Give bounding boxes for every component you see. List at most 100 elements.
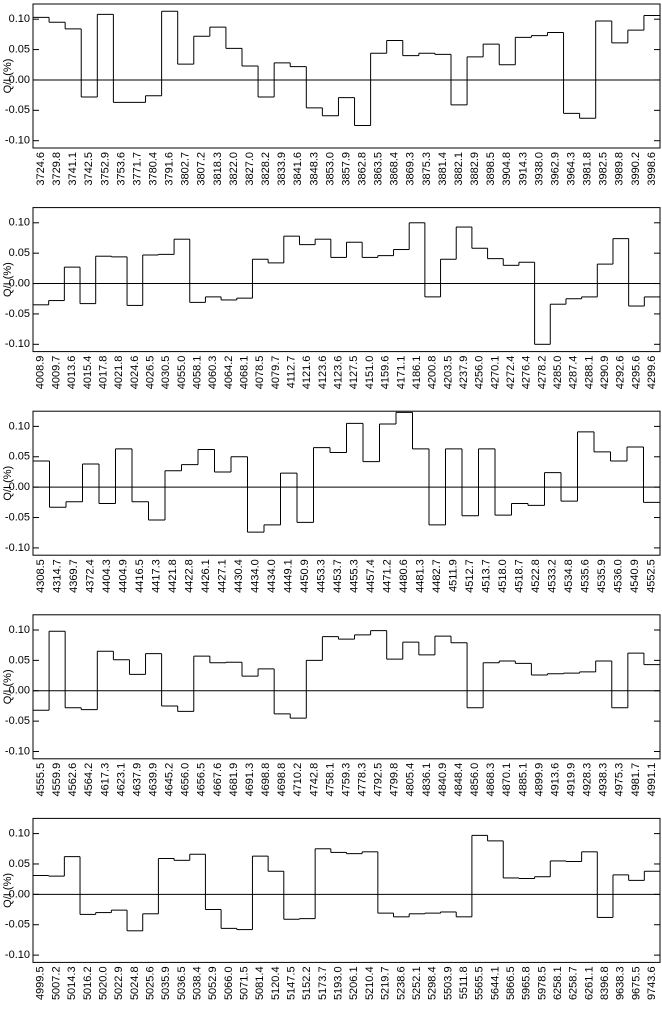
x-tick-label: 4522.8 (530, 559, 542, 593)
x-tick-label: 4870.1 (501, 763, 513, 797)
x-tick-label: 4656.0 (180, 763, 192, 797)
x-tick-label: 4639.9 (147, 763, 159, 797)
x-tick-label: 5503.9 (442, 966, 454, 1000)
x-tick-label: 4511.9 (448, 559, 460, 592)
x-tick-label: 3818.3 (212, 152, 224, 186)
y-axis-label: Q/I (%) (2, 669, 14, 704)
x-tick-label: 5173.7 (317, 966, 329, 1000)
x-tick-label: 3827.0 (244, 152, 256, 186)
x-tick-label: 4868.3 (485, 763, 497, 797)
x-tick-label: 4899.9 (533, 763, 545, 797)
x-tick-label: 3882.9 (469, 152, 481, 186)
x-tick-label: 5035.9 (160, 966, 172, 1000)
x-tick-label: 3780.4 (147, 152, 159, 186)
x-tick-label: 5024.8 (129, 966, 141, 1000)
x-tick-label: 3822.0 (228, 152, 240, 186)
x-tick-label: 4434.0 (250, 559, 262, 593)
x-tick-label: 4290.9 (599, 356, 611, 390)
x-tick-label: 4123.6 (317, 356, 329, 390)
x-tick-label: 4540.9 (629, 559, 641, 593)
plot-frame (32, 614, 661, 760)
y-tick-label: 0.10 (9, 13, 30, 25)
y-tick-label: -0.10 (5, 338, 30, 350)
x-tick-label: 3853.0 (324, 152, 336, 186)
x-tick-label: 5152.2 (301, 966, 313, 1000)
x-tick-label: 4064.2 (223, 356, 235, 390)
x-tick-label: 4434.0 (266, 559, 278, 593)
x-tick-label: 4416.5 (134, 559, 146, 593)
plot-frame (32, 207, 661, 353)
x-tick-label: 4698.8 (260, 763, 272, 797)
x-tick-label: 4453.7 (332, 559, 344, 593)
x-tick-label: 3729.8 (51, 152, 63, 186)
x-tick-label: 4270.1 (489, 356, 501, 390)
y-tick-label: 0.10 (9, 217, 30, 229)
y-tick-label: 0.05 (9, 247, 30, 259)
x-tick-label: 4013.6 (66, 356, 78, 390)
y-axis-label: Q/I (%) (2, 873, 14, 908)
x-tick-label: 4186.1 (411, 356, 423, 390)
x-tick-label: 3791.6 (164, 152, 176, 186)
x-tick-label: 4272.4 (505, 356, 517, 390)
x-tick-label: 4471.2 (382, 559, 394, 593)
y-axis-label: Q/I (%) (2, 59, 14, 94)
panel: -0.10 -0.05 0.00 0.05 0.10 4308.5 4314.7 4369.7… (2, 410, 661, 593)
x-tick-label: 4009.7 (50, 356, 62, 390)
x-tick-label: 4759.3 (340, 763, 352, 797)
x-tick-label: 9743.6 (646, 966, 658, 1000)
x-tick-label: 4535.9 (596, 559, 608, 593)
x-tick-label: 5147.5 (286, 966, 298, 1000)
x-tick-label: 4513.7 (481, 559, 493, 593)
x-tick-label: 4287.4 (568, 356, 580, 390)
x-tick-label: 4778.3 (356, 763, 368, 797)
x-tick-label: 4171.1 (395, 356, 407, 390)
x-tick-label: 4123.6 (333, 356, 345, 390)
x-tick-label: 4285.0 (552, 356, 564, 390)
x-tick-label: 3982.5 (598, 152, 610, 186)
x-tick-label: 4555.5 (35, 763, 47, 797)
x-tick-label: 5036.5 (176, 966, 188, 1000)
x-tick-label: 4981.7 (630, 763, 642, 797)
x-tick-label: 4427.1 (217, 559, 229, 593)
x-tick-label: 4121.6 (301, 356, 313, 390)
x-tick-label: 4021.8 (113, 356, 125, 390)
x-tick-label: 5066.0 (223, 966, 235, 1000)
x-tick-label: 4792.5 (373, 763, 385, 797)
x-tick-label: 4856.0 (469, 763, 481, 797)
x-tick-label: 4372.4 (85, 559, 97, 593)
y-tick-label: -0.10 (5, 135, 30, 147)
x-tick-label: 3869.3 (405, 152, 417, 186)
x-tick-label: 4030.5 (160, 356, 172, 390)
y-tick-label: -0.05 (5, 104, 30, 116)
x-tick-label: 4457.4 (365, 559, 377, 593)
y-tick-label: 0.00 (9, 74, 30, 86)
x-tick-label: 3989.8 (614, 152, 626, 186)
x-tick-label: 4552.5 (646, 559, 658, 593)
x-tick-label: 5007.2 (50, 966, 62, 1000)
x-tick-label: 3753.6 (115, 152, 127, 186)
y-tick-label: 0.00 (9, 685, 30, 697)
x-tick-label: 4617.3 (99, 763, 111, 797)
panel: -0.10 -0.05 0.00 0.05 0.10 4999.5 5007.2 5014.3… (2, 817, 661, 1000)
plot-frame (32, 817, 661, 963)
x-tick-label: 3742.5 (83, 152, 95, 186)
x-tick-label: 4426.1 (200, 559, 212, 593)
y-tick-label: 0.10 (9, 420, 30, 432)
x-tick-label: 4518.0 (497, 559, 509, 593)
x-tick-label: 4564.2 (83, 763, 95, 797)
x-tick-label: 4512.7 (464, 559, 476, 593)
y-axis-label: Q/I (%) (2, 262, 14, 297)
x-tick-label: 4151.0 (364, 356, 376, 390)
x-tick-label: 3962.9 (549, 152, 561, 186)
x-tick-label: 5238.6 (395, 966, 407, 1000)
x-tick-label: 4127.5 (348, 356, 360, 390)
x-tick-label: 5071.5 (239, 966, 251, 1000)
x-tick-label: 4535.6 (580, 559, 592, 593)
x-tick-label: 6261.1 (583, 966, 595, 1000)
x-tick-label: 6258.1 (552, 966, 564, 1000)
x-tick-label: 6258.7 (568, 966, 580, 1000)
y-tick-label: 0.10 (9, 624, 30, 636)
y-axis-label: Q/I (%) (2, 466, 14, 501)
x-tick-label: 4637.9 (131, 763, 143, 797)
x-tick-label: 4928.3 (582, 763, 594, 797)
